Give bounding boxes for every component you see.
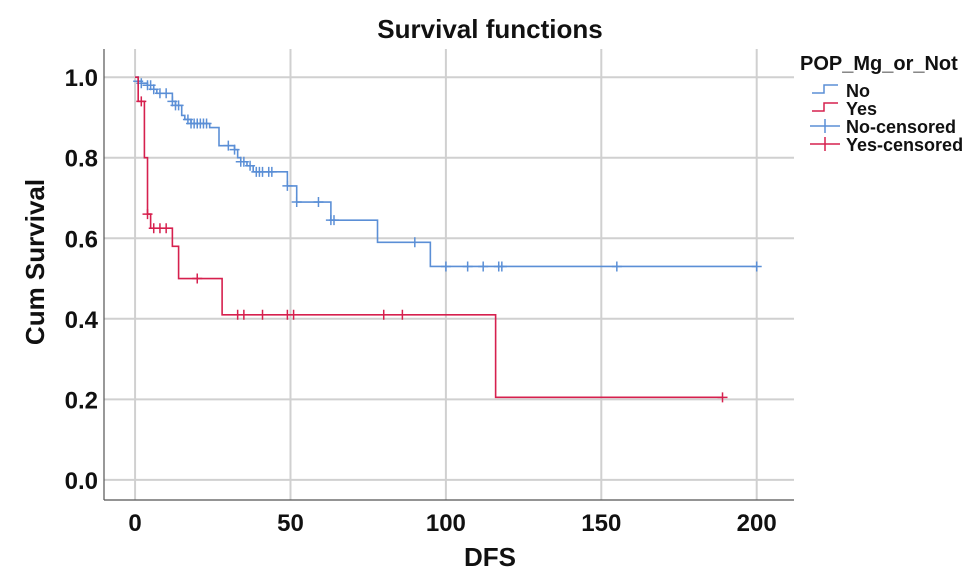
x-tick-label: 100 bbox=[426, 510, 466, 537]
x-tick-label: 150 bbox=[581, 510, 621, 537]
censor-mark-no bbox=[161, 88, 172, 99]
legend-swatch-censor bbox=[810, 119, 840, 133]
censor-mark-no bbox=[266, 166, 277, 177]
censor-mark-no bbox=[313, 197, 324, 208]
chart-title: Survival functions bbox=[377, 14, 602, 44]
censor-mark-no bbox=[173, 100, 184, 111]
censor-mark-no bbox=[291, 197, 302, 208]
legend-title: POP_Mg_or_Not bbox=[800, 53, 958, 75]
censor-mark-yes bbox=[142, 209, 153, 220]
censor-mark-yes bbox=[397, 309, 408, 320]
y-tick-label: 0.8 bbox=[65, 146, 98, 173]
censor-mark-no bbox=[245, 160, 256, 171]
legend-swatch-step bbox=[812, 84, 838, 94]
censor-mark-no bbox=[282, 180, 293, 191]
censor-mark-no bbox=[496, 261, 507, 272]
y-tick-label: 0.2 bbox=[65, 387, 98, 414]
x-tick-label: 0 bbox=[128, 510, 141, 537]
censor-mark-no bbox=[462, 261, 473, 272]
grid-layer bbox=[104, 49, 794, 500]
x-axis-label: DFS bbox=[464, 542, 516, 572]
x-tick-label: 200 bbox=[737, 510, 777, 537]
censor-mark-no bbox=[611, 261, 622, 272]
censor-mark-yes bbox=[238, 309, 249, 320]
y-axis-label: Cum Survival bbox=[20, 179, 50, 345]
survival-curve-yes bbox=[135, 76, 723, 399]
censor-mark-no bbox=[229, 144, 240, 155]
legend-entry-label: No bbox=[846, 81, 870, 101]
series-layer bbox=[133, 76, 762, 403]
censor-mark-yes bbox=[717, 392, 728, 403]
censor-mark-no bbox=[478, 261, 489, 272]
censor-mark-yes bbox=[161, 223, 172, 234]
censor-mark-no bbox=[238, 156, 249, 167]
censor-mark-yes bbox=[192, 273, 203, 284]
legend-entry-label: Yes-censored bbox=[846, 135, 963, 155]
censor-mark-no bbox=[201, 118, 212, 129]
censor-mark-no bbox=[329, 215, 339, 226]
censor-mark-yes bbox=[257, 309, 268, 320]
axis-layer: 0 50 100 150 200 0.0 0.2 0.4 0.6 0.8 1.0 bbox=[65, 49, 794, 537]
y-tick-label: 0.6 bbox=[65, 226, 98, 253]
legend-entry-label: No-censored bbox=[846, 117, 956, 137]
censor-mark-no bbox=[223, 140, 234, 151]
censor-mark-yes bbox=[378, 309, 389, 320]
legend-entry-label: Yes bbox=[846, 99, 877, 119]
x-tick-label: 50 bbox=[277, 510, 304, 537]
censor-mark-yes bbox=[288, 309, 299, 320]
legend-swatch-censor bbox=[810, 137, 840, 151]
censor-mark-no bbox=[148, 84, 159, 95]
legend: POP_Mg_or_Not NoYesNo-censoredYes-censor… bbox=[800, 53, 963, 155]
censor-mark-no bbox=[409, 237, 420, 248]
y-tick-label: 1.0 bbox=[65, 65, 98, 92]
legend-swatch-step bbox=[812, 102, 838, 112]
y-tick-label: 0.0 bbox=[65, 468, 98, 495]
censor-mark-yes bbox=[136, 96, 147, 107]
censor-mark-no bbox=[751, 261, 762, 272]
y-tick-label: 0.4 bbox=[65, 307, 99, 334]
censor-mark-no bbox=[440, 261, 451, 272]
